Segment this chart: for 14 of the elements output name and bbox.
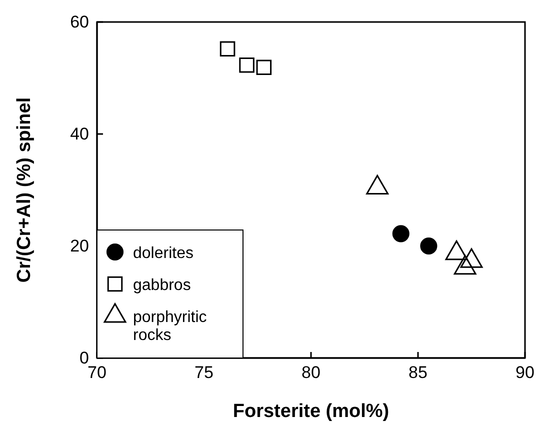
y-axis-title: Cr/(Cr+Al) (%) spinel [14,97,35,283]
x-tick-label: 75 [194,363,214,382]
legend-label: dolerites [133,245,194,262]
y-tick-label: 40 [70,124,89,144]
legend-label: porphyritic rocks [133,309,207,344]
y-tick-label: 20 [70,236,89,256]
x-axis-title: Forsterite (mol%) [232,401,390,422]
legend-label: gabbros [133,277,191,294]
x-tick-label: 85 [408,363,428,382]
y-tick-label: 0 [80,348,89,368]
x-tick-label: 80 [302,363,320,382]
y-tick-label: 60 [70,12,89,32]
x-tick-label: 90 [516,363,534,382]
x-tick-label: 70 [88,363,106,382]
